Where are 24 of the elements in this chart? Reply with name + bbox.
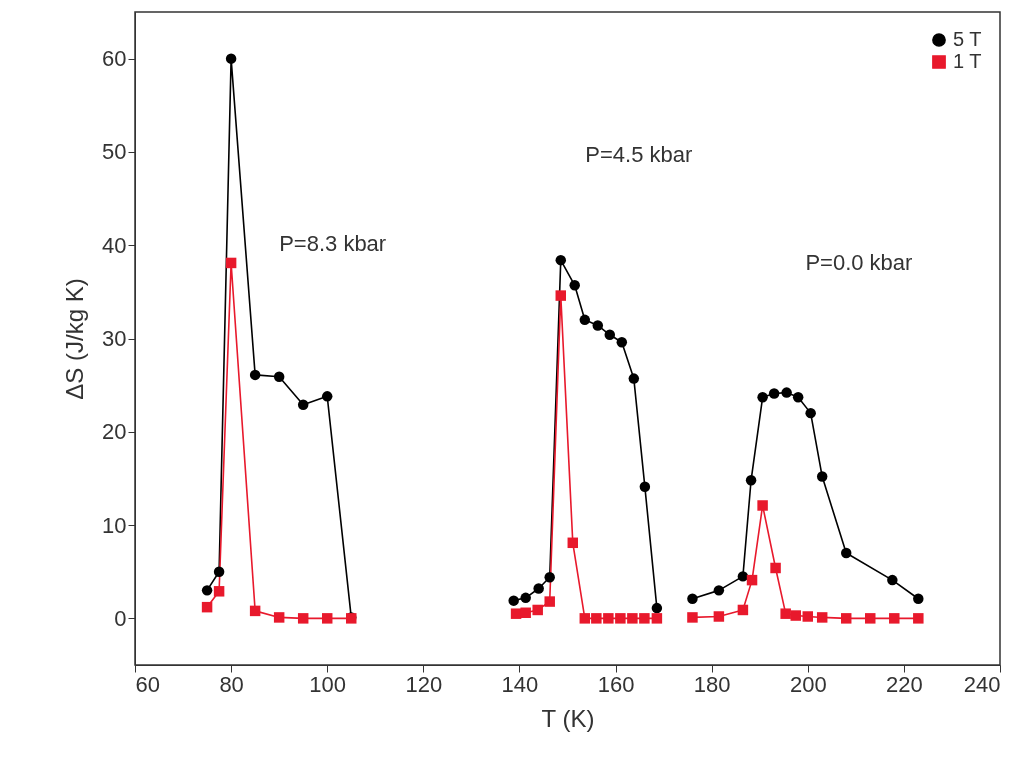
y-tick-label: 50 [102,139,127,165]
x-tick-label: 100 [309,671,347,697]
legend-label: 5 T [953,28,982,50]
y-tick-label: 40 [102,232,127,258]
y-tick-label: 0 [114,605,127,631]
y-axis-title: ΔS (J/kg K) [61,278,89,400]
x-tick-label: 200 [789,671,827,697]
y-tick-label: 20 [102,419,127,445]
x-tick-label: 220 [886,671,923,697]
x-tick-label: 80 [219,671,244,697]
x-tick-label: 120 [405,671,443,697]
y-tick-label: 10 [102,512,127,538]
x-tick-label: 160 [597,671,635,697]
x-axis-title: T (K) [541,704,595,732]
annotation: P=4.5 kbar [585,141,693,167]
legend-label: 1 T [953,50,982,72]
annotation: P=8.3 kbar [279,231,387,257]
x-tick-label: 180 [693,671,731,697]
y-tick-label: 30 [102,326,127,351]
x-tick-label: 240 [963,671,1001,697]
x-tick-label: 140 [501,671,539,697]
annotation: P=0.0 kbar [805,249,913,275]
x-tick-label: 60 [135,671,160,697]
y-tick-label: 60 [102,46,127,72]
